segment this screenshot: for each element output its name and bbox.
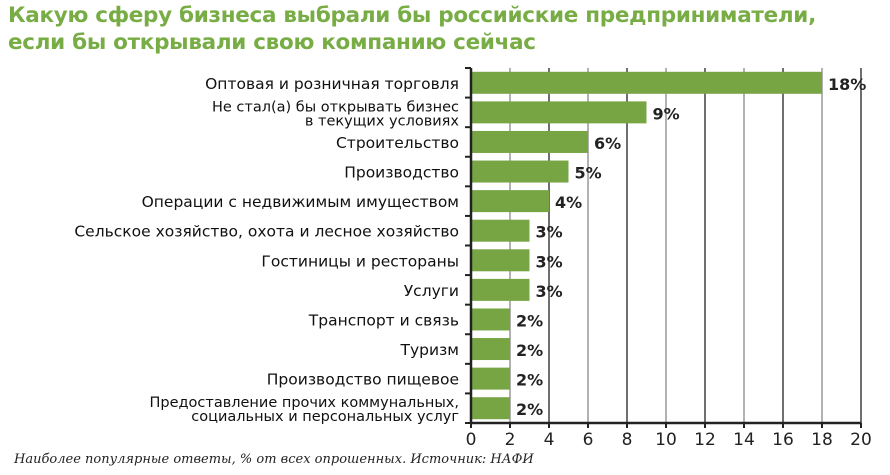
category-label: Не стал(а) бы открывать бизнес (212, 99, 459, 115)
x-tick-label: 6 (583, 430, 594, 450)
chart-title: Какую сферу бизнеса выбрали бы российски… (8, 2, 816, 56)
category-label: Туризм (400, 341, 460, 359)
x-tick-label: 12 (694, 430, 716, 450)
value-label: 5% (575, 164, 602, 183)
value-label: 3% (536, 223, 563, 242)
category-label: Строительство (336, 134, 459, 152)
category-label: Предоставление прочих коммунальных, (149, 395, 459, 411)
category-label: социальных и персональных услуг (191, 409, 459, 425)
value-label: 6% (594, 134, 621, 153)
category-label: Оптовая и розничная торговля (205, 75, 459, 93)
category-label: Операции с недвижимым имуществом (142, 193, 459, 211)
value-label: 4% (555, 193, 582, 212)
x-tick-label: 2 (505, 430, 516, 450)
x-tick-label: 14 (733, 430, 755, 450)
x-tick-label: 0 (466, 430, 477, 450)
x-tick-label: 18 (811, 430, 833, 450)
bar (471, 308, 510, 331)
value-label: 3% (536, 282, 563, 301)
value-label: 2% (516, 371, 543, 390)
title-line-2: если бы открывали свою компанию сейчас (8, 30, 536, 55)
chart-note: Наиболее популярные ответы, % от всех оп… (14, 452, 534, 467)
category-label: Услуги (404, 282, 459, 300)
category-label: в текущих условиях (305, 113, 460, 129)
value-label: 2% (516, 400, 543, 419)
value-label: 9% (653, 104, 680, 123)
bar (471, 130, 588, 153)
x-tick-label: 10 (655, 430, 677, 450)
value-label: 18% (828, 75, 866, 94)
category-label: Сельское хозяйство, охота и лесное хозяй… (74, 223, 459, 241)
value-label: 2% (516, 311, 543, 330)
value-label: 2% (516, 341, 543, 360)
x-tick-label: 16 (772, 430, 794, 450)
bar (471, 278, 530, 301)
bar (471, 190, 549, 213)
category-label: Производство (344, 164, 459, 182)
bar (471, 249, 530, 272)
bar (471, 160, 569, 183)
value-label: 3% (536, 252, 563, 271)
bar (471, 219, 530, 242)
bar (471, 338, 510, 361)
bar (471, 397, 510, 420)
category-label: Производство пищевое (267, 371, 459, 389)
title-line-1: Какую сферу бизнеса выбрали бы российски… (8, 3, 816, 28)
bar (471, 71, 822, 94)
x-tick-label: 8 (622, 430, 633, 450)
bar (471, 367, 510, 390)
x-tick-label: 20 (850, 430, 872, 450)
category-label: Гостиницы и рестораны (261, 252, 459, 270)
bar (471, 101, 647, 124)
category-label: Транспорт и связь (308, 311, 459, 329)
x-tick-label: 4 (544, 430, 555, 450)
